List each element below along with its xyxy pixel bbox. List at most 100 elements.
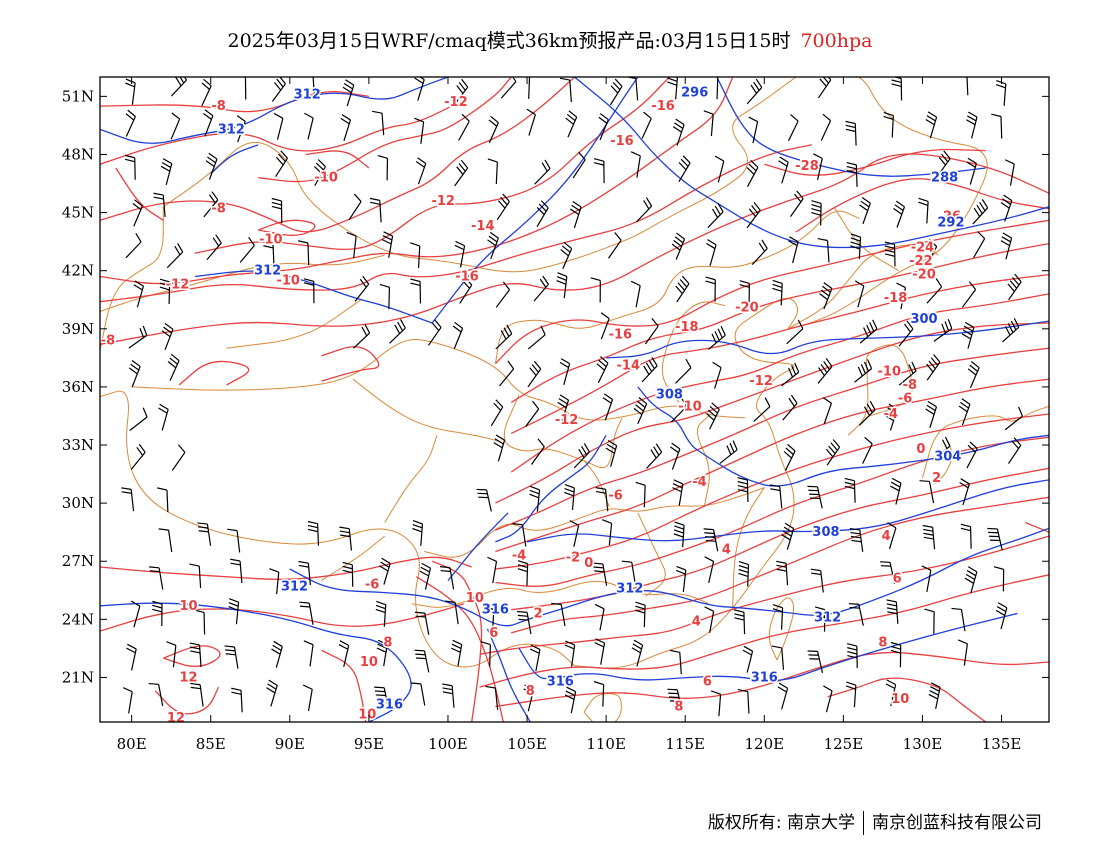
lon-tick-label: 95E	[354, 735, 384, 753]
temperature-isotherm	[100, 153, 1049, 345]
copyright-company: 南京创蓝科技有限公司	[872, 813, 1042, 833]
wind-barb	[573, 443, 590, 469]
wind-barb	[559, 77, 572, 103]
wind-barb	[490, 399, 504, 427]
wind-barb	[414, 611, 430, 635]
temperature-label: -24	[911, 240, 935, 255]
wind-barb	[890, 641, 902, 668]
wind-barb	[1000, 232, 1013, 260]
temperature-isotherm	[764, 148, 986, 176]
wind-barb	[959, 478, 970, 506]
temperature-isotherm	[431, 560, 483, 722]
temperature-label: 6	[703, 674, 712, 689]
temperature-label: -18	[675, 320, 699, 335]
wind-barb	[303, 278, 315, 304]
wind-barb	[190, 682, 204, 707]
temperature-label: 12	[180, 670, 198, 685]
wind-barb	[269, 568, 280, 595]
wind-barb	[556, 272, 568, 299]
wind-barb	[375, 600, 387, 627]
wind-barb	[884, 403, 898, 431]
wind-barb	[557, 394, 570, 422]
height-label: 312	[616, 581, 643, 596]
wind-barb	[445, 600, 459, 625]
wind-barb	[704, 556, 715, 584]
temperature-label: -16	[455, 270, 479, 285]
wind-barb	[493, 434, 506, 462]
wind-barb	[551, 602, 566, 627]
wind-barb	[565, 110, 578, 138]
wind-barb	[298, 240, 310, 265]
geopotential-contour	[526, 479, 1049, 543]
wind-barb	[933, 318, 953, 342]
temperature-isotherm	[495, 347, 1049, 531]
geopotential-contour	[431, 77, 639, 324]
wind-barb	[987, 527, 1003, 551]
wind-barb	[487, 158, 498, 185]
wind-barb	[454, 159, 469, 187]
height-label: 308	[656, 388, 683, 403]
temperature-isotherm	[827, 677, 987, 722]
wind-barb	[781, 362, 800, 387]
wind-barb	[633, 397, 648, 425]
wind-barb	[825, 439, 841, 466]
wind-barb	[527, 325, 546, 350]
wind-barb	[338, 640, 350, 667]
wind-barb	[458, 113, 470, 141]
wind-barb	[1004, 406, 1024, 431]
wind-barb	[166, 641, 177, 668]
wind-barb	[781, 522, 795, 550]
wind-barb	[512, 523, 527, 547]
temperature-isotherm	[178, 360, 250, 386]
geopotential-contour	[495, 434, 607, 543]
wind-barb	[560, 241, 573, 269]
wind-barb	[230, 558, 243, 583]
wind-barb	[442, 683, 455, 708]
geopotential-contour	[100, 602, 412, 722]
wind-barb	[125, 109, 136, 137]
wind-barb	[526, 108, 536, 136]
wind-barb	[961, 321, 975, 349]
wind-barb	[719, 440, 738, 464]
wind-barb	[275, 150, 288, 178]
wind-barb	[777, 682, 789, 710]
temperature-label: 2	[534, 607, 543, 622]
wind-barb	[973, 231, 986, 258]
wind-barb	[224, 645, 239, 669]
wind-barb	[128, 360, 141, 388]
temperature-label: -8	[903, 378, 917, 393]
wind-barb	[822, 397, 833, 425]
temperature-label: 4	[692, 614, 701, 629]
wind-barb	[714, 155, 725, 183]
wind-barb	[703, 528, 719, 552]
wind-barb	[167, 353, 180, 381]
border-line	[131, 338, 746, 421]
border-line	[411, 581, 710, 608]
border-line	[384, 435, 438, 523]
wind-barb	[925, 239, 938, 267]
wind-barb	[957, 639, 968, 666]
wind-barb	[817, 77, 832, 99]
wind-barb	[849, 528, 864, 552]
wind-barb	[593, 681, 605, 707]
wind-barb	[993, 566, 1005, 592]
wind-barb	[596, 356, 609, 384]
temperature-isotherm	[100, 103, 457, 165]
wind-barb	[369, 197, 382, 223]
wind-barb	[412, 520, 424, 546]
wind-barb	[564, 484, 575, 510]
wind-barb	[819, 282, 833, 310]
wind-barb	[675, 565, 687, 593]
wind-barb	[189, 642, 202, 667]
wind-barb	[936, 150, 951, 177]
wind-barb	[966, 157, 978, 185]
wind-barb	[594, 638, 606, 665]
temperature-isotherm	[495, 378, 1049, 553]
wind-barb	[966, 111, 978, 139]
wind-barb	[850, 233, 862, 260]
lat-tick-label: 24N	[62, 610, 94, 628]
wind-barb	[672, 118, 685, 146]
wind-barb	[170, 112, 181, 140]
wind-barb	[379, 557, 391, 585]
